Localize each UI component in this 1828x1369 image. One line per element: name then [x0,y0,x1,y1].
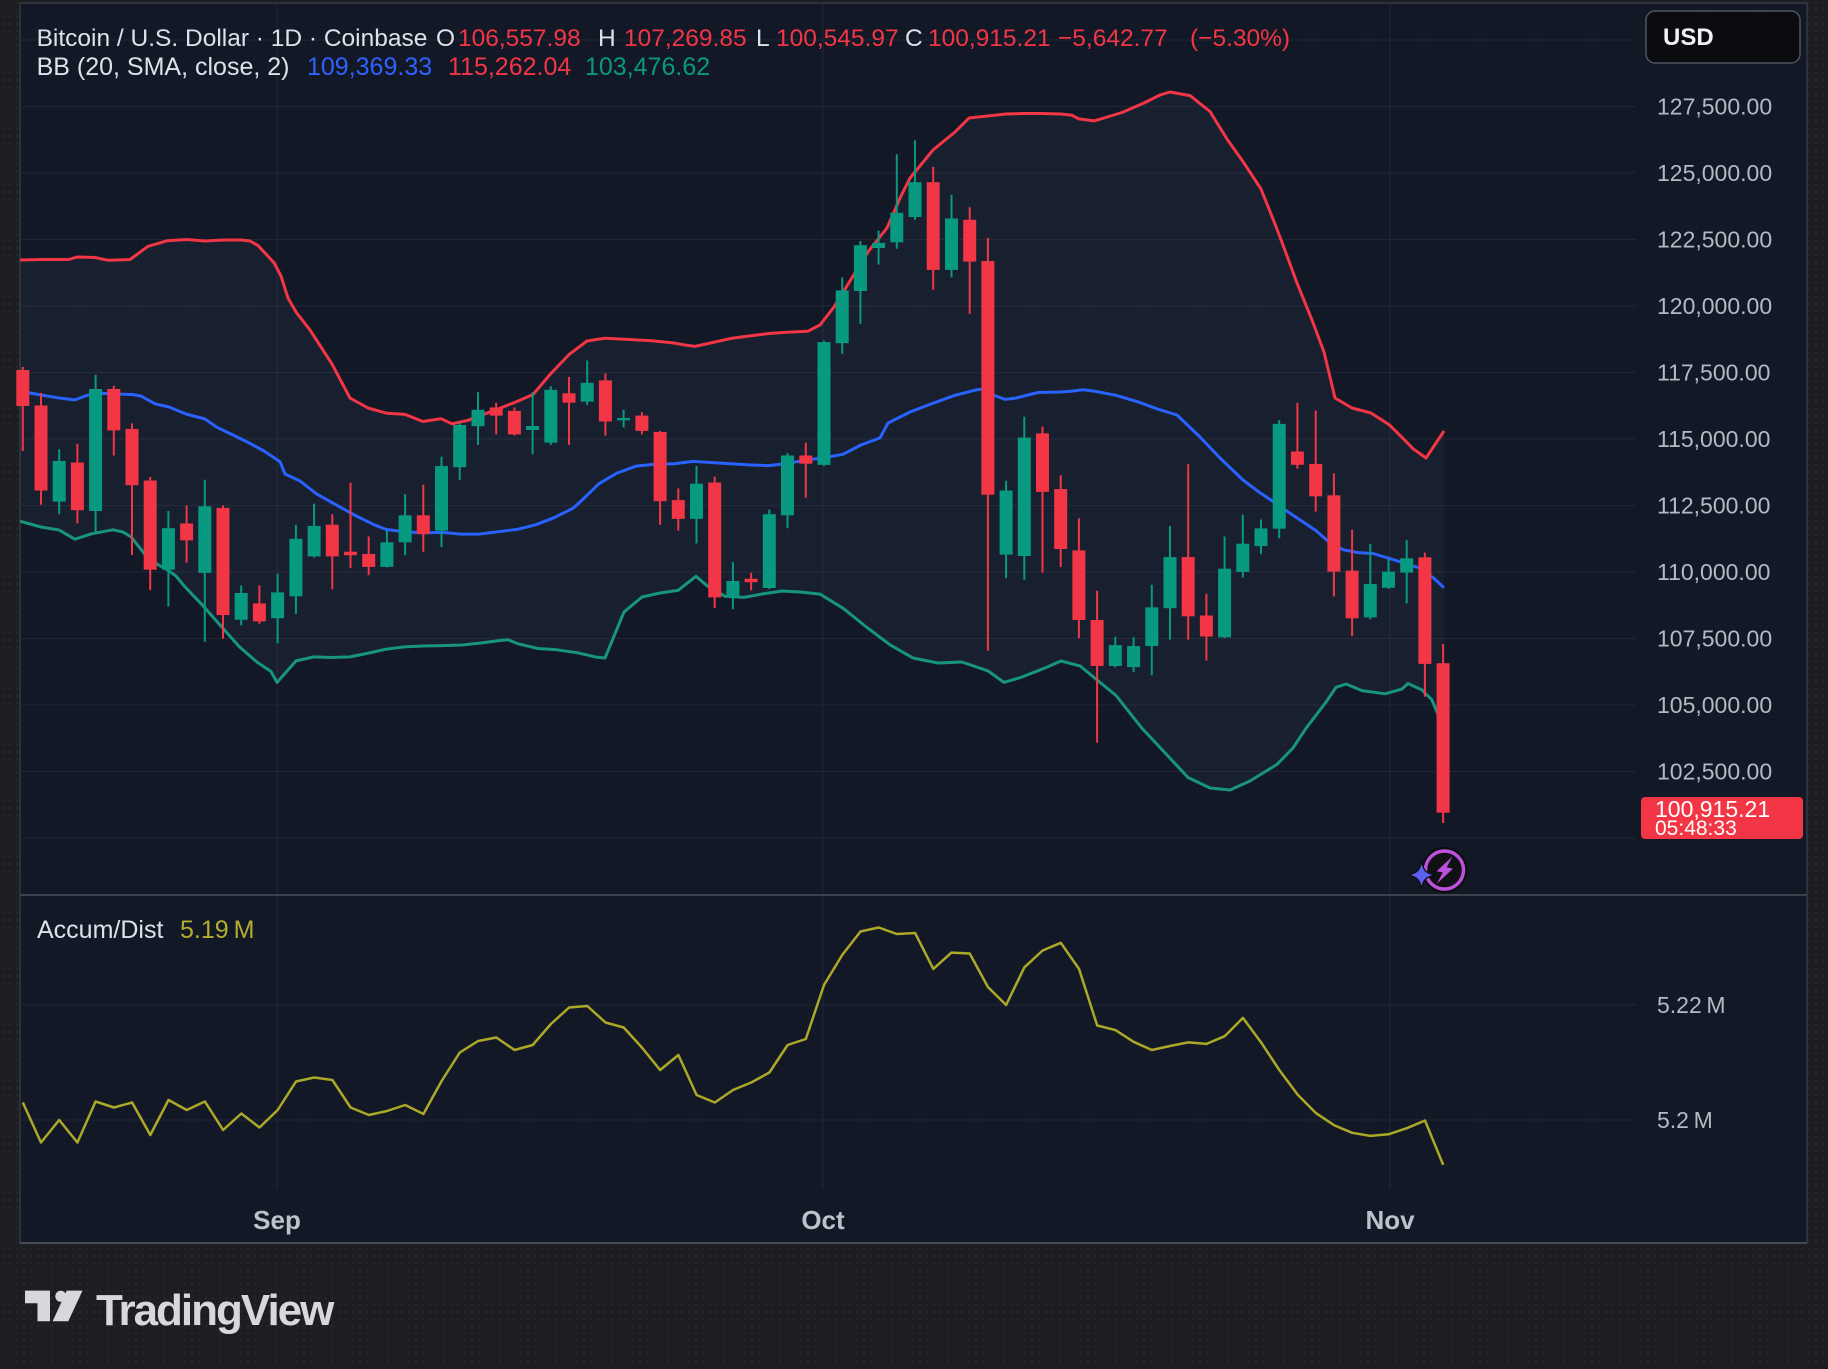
svg-text:127,500.00: 127,500.00 [1657,94,1772,120]
svg-text:105,000.00: 105,000.00 [1657,692,1772,718]
svg-text:USD: USD [1663,24,1714,51]
svg-text:5.2 M: 5.2 M [1657,1107,1713,1133]
svg-text:110,000.00: 110,000.00 [1657,559,1770,585]
svg-text:BB (20, SMA, close, 2)109,369.: BB (20, SMA, close, 2) 109,369.33 115,262.… [37,53,711,81]
svg-text:115,000.00: 115,000.00 [1657,426,1770,452]
svg-text:Nov: Nov [1365,1205,1415,1235]
svg-text:100,915.21: 100,915.21 [1655,796,1770,822]
svg-text:Oct: Oct [801,1205,845,1235]
svg-text:112,500.00: 112,500.00 [1657,493,1770,519]
svg-text:120,000.00: 120,000.00 [1657,293,1772,319]
svg-text:TradingView: TradingView [96,1286,335,1335]
svg-text:122,500.00: 122,500.00 [1657,227,1772,253]
svg-text:107,500.00: 107,500.00 [1657,626,1772,652]
svg-text:5.22 M: 5.22 M [1657,992,1726,1018]
svg-text:05:48:33: 05:48:33 [1655,817,1737,840]
svg-text:Bitcoin / U.S. Dollar · 1D · C: Bitcoin / U.S. Dollar · 1D · Coinbase O 10… [37,25,1290,52]
svg-text:102,500.00: 102,500.00 [1657,759,1772,785]
svg-text:Sep: Sep [253,1205,301,1235]
svg-text:125,000.00: 125,000.00 [1657,160,1772,186]
svg-text:117,500.00: 117,500.00 [1657,360,1770,386]
